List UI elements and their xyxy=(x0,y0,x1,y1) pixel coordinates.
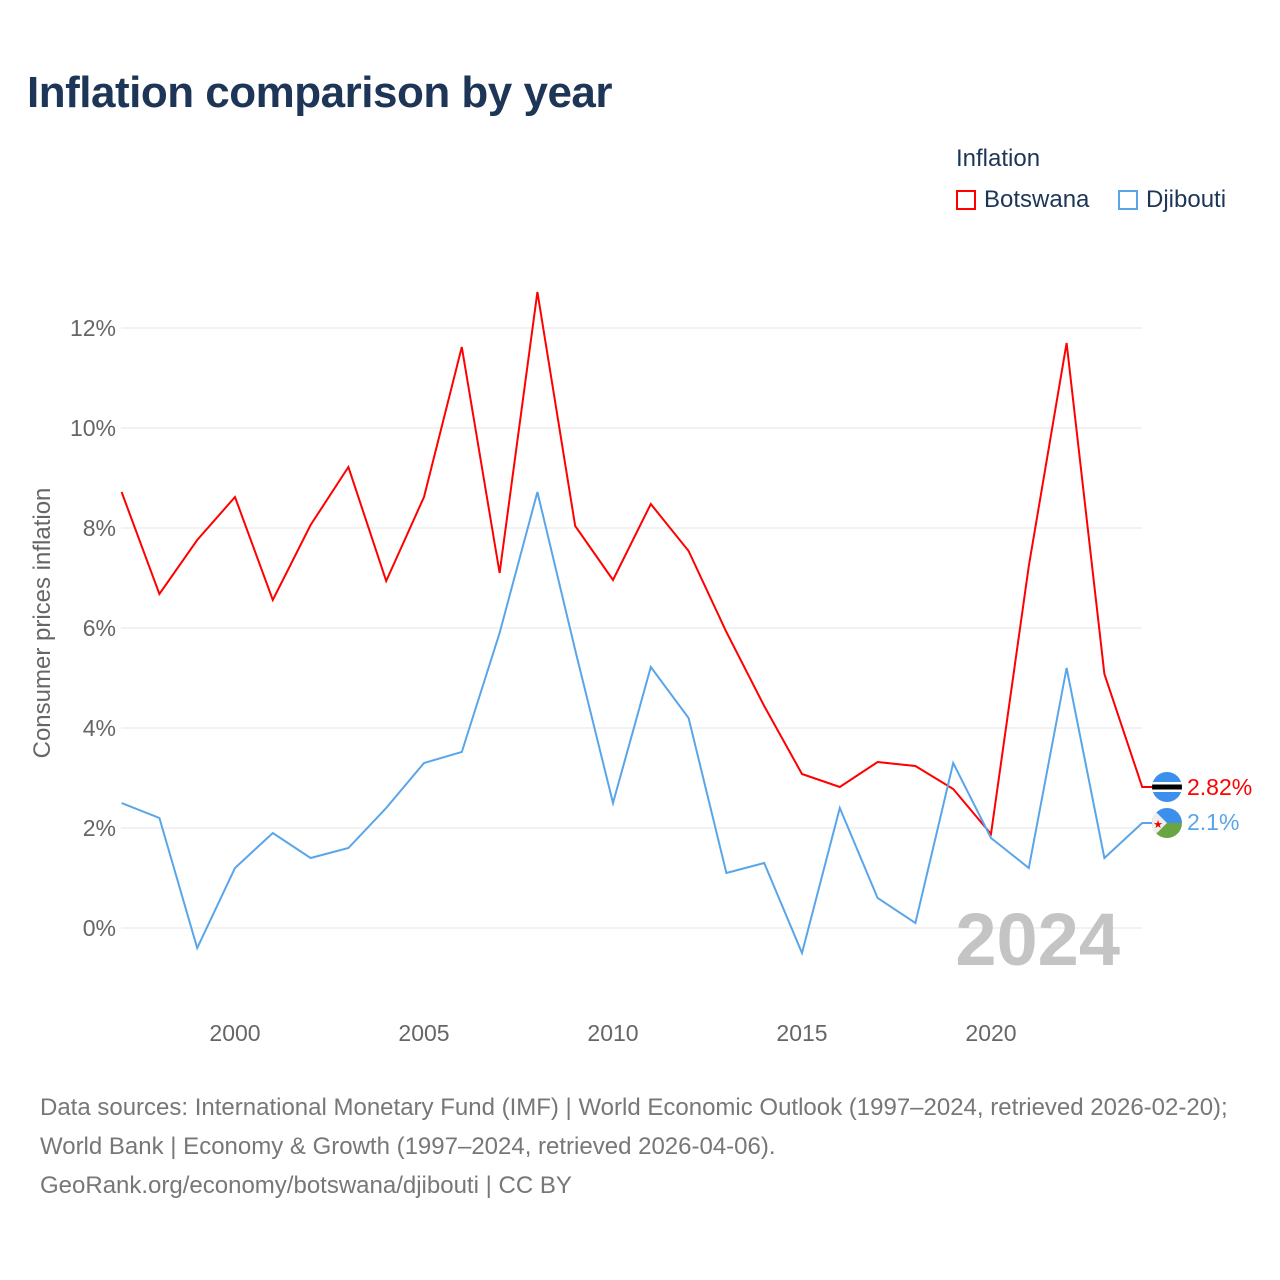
y-tick-label: 2% xyxy=(83,815,116,841)
botswana-flag-icon xyxy=(1152,772,1182,802)
y-tick-label: 6% xyxy=(83,615,116,641)
series-line-djibouti xyxy=(121,491,1155,957)
legend-label: Botswana xyxy=(984,186,1090,213)
source-text: Data sources: International Monetary Fun… xyxy=(40,1094,1228,1160)
year-watermark: 2024 xyxy=(955,898,1120,981)
legend-label: Djibouti xyxy=(1146,186,1227,213)
legend-item-botswana[interactable]: Botswana xyxy=(956,186,1089,214)
x-tick-label: 2000 xyxy=(209,1020,260,1046)
source-link[interactable]: GeoRank.org/economy/botswana/djibouti | … xyxy=(40,1172,572,1199)
legend-item-djibouti[interactable]: Djibouti xyxy=(1118,186,1226,214)
legend-title: Inflation xyxy=(956,145,1041,172)
legend-swatch-botswana xyxy=(956,190,976,210)
y-tick-label: 10% xyxy=(70,415,116,441)
source-note: Data sources: International Monetary Fun… xyxy=(40,1088,1250,1205)
end-label-botswana: 2.82% xyxy=(1187,774,1252,800)
svg-text:★: ★ xyxy=(1153,819,1163,831)
y-tick-label: 4% xyxy=(83,715,116,741)
y-tick-label: 12% xyxy=(70,315,116,341)
end-label-djibouti: 2.1% xyxy=(1187,809,1239,835)
chart-title: Inflation comparison by year xyxy=(27,68,613,117)
y-axis-label: Consumer prices inflation xyxy=(29,488,56,759)
legend-swatch-djibouti xyxy=(1118,190,1138,210)
x-tick-label: 2010 xyxy=(587,1020,638,1046)
line-chart: 0% 2% 4% 6% 8% 10% 12% 2000 2005 2010 2015 2020 202… xyxy=(29,291,1252,1046)
y-tick-label: 8% xyxy=(83,515,116,541)
series-line-botswana xyxy=(120,291,1155,837)
x-tick-label: 2015 xyxy=(776,1020,827,1046)
x-tick-label: 2020 xyxy=(965,1020,1016,1046)
x-tick-label: 2005 xyxy=(398,1020,449,1046)
djibouti-flag-icon: ★ xyxy=(1152,808,1182,838)
y-tick-label: 0% xyxy=(83,915,116,941)
